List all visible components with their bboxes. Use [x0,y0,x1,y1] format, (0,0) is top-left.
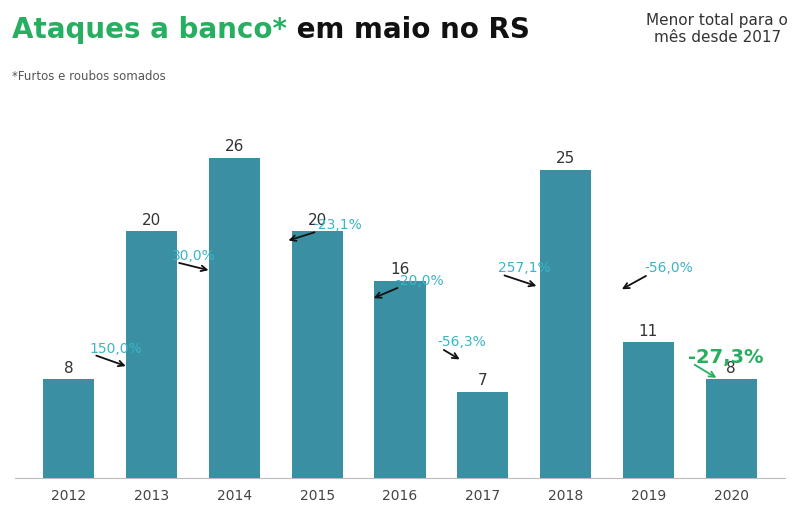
Text: em maio no RS: em maio no RS [287,16,530,44]
Text: 25: 25 [556,151,575,166]
Text: -56,3%: -56,3% [438,335,486,349]
Text: 11: 11 [638,324,658,339]
Bar [457,392,509,478]
Text: 8: 8 [64,361,74,376]
Bar [622,342,674,478]
Text: *Furtos e roubos somados: *Furtos e roubos somados [12,70,166,83]
Bar [209,157,260,478]
Text: Ataques a banco*: Ataques a banco* [12,16,287,44]
Bar [706,379,757,478]
Text: -27,3%: -27,3% [688,348,764,367]
Text: 20: 20 [142,213,162,228]
Text: 16: 16 [390,262,410,277]
Text: 7: 7 [478,373,488,388]
Text: 26: 26 [225,139,244,154]
Text: 150,0%: 150,0% [90,341,142,355]
Bar [291,232,343,478]
Text: 30,0%: 30,0% [172,249,216,263]
Bar [540,170,591,478]
Bar [43,379,94,478]
Text: 257,1%: 257,1% [498,262,550,276]
Text: -20,0%: -20,0% [396,274,445,287]
Bar [374,281,426,478]
Text: -56,0%: -56,0% [644,262,693,276]
Text: 8: 8 [726,361,736,376]
Text: Menor total para o
mês desde 2017: Menor total para o mês desde 2017 [646,13,788,46]
Bar [126,232,178,478]
Text: -23,1%: -23,1% [313,218,362,232]
Text: 20: 20 [307,213,327,228]
